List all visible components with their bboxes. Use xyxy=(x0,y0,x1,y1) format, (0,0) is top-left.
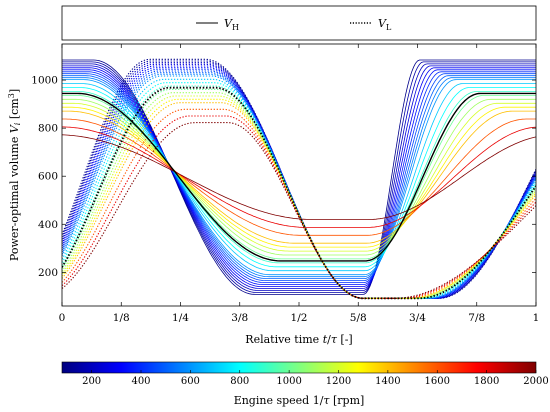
y-tick-label: 800 xyxy=(38,123,58,135)
vh-curve xyxy=(62,67,536,287)
vh-curve xyxy=(62,79,536,276)
x-tick-label: 1/8 xyxy=(113,312,130,324)
legend-entry-vl: VL xyxy=(378,17,392,32)
vh-curve xyxy=(62,118,536,236)
y-tick-label: 400 xyxy=(38,219,58,231)
colorbar-tick-label: 1400 xyxy=(375,376,400,387)
colorbar-tick-label: 2000 xyxy=(523,376,548,387)
legend-entry-vh: VH xyxy=(224,17,239,32)
vh-curve xyxy=(62,73,536,281)
vl-curve xyxy=(62,122,536,299)
vl-curve xyxy=(62,58,536,299)
x-tick-label: 1 xyxy=(533,312,540,324)
vh-curve xyxy=(62,87,536,268)
vl-highlight-curve xyxy=(62,86,536,300)
y-axis: 200 400 600 800 1000 xyxy=(31,75,536,279)
x-tick-label: 3/4 xyxy=(409,312,426,324)
colorbar-tick-label: 800 xyxy=(230,376,249,387)
vl-curve xyxy=(62,62,536,299)
vh-curve xyxy=(62,69,536,285)
vh-highlight-curve xyxy=(62,92,536,262)
vl-curve xyxy=(62,78,536,299)
x-tick-label: 7/8 xyxy=(468,312,485,324)
x-tick-label: 1/4 xyxy=(172,312,189,324)
vh-curve xyxy=(62,110,536,244)
vl-curve xyxy=(62,92,536,299)
colorbar-tick-label: 1000 xyxy=(276,376,301,387)
vh-curve xyxy=(62,126,536,228)
vl-curve xyxy=(62,67,536,299)
vh-curve xyxy=(62,102,536,252)
y-tick-label: 600 xyxy=(38,171,58,183)
curve-layer xyxy=(62,58,536,300)
vl-curve xyxy=(62,70,536,299)
colorbar-tick-label: 1600 xyxy=(425,376,450,387)
colorbar-tick-label: 400 xyxy=(131,376,150,387)
vh-curve xyxy=(62,106,536,248)
x-tick-label: 0 xyxy=(59,312,66,324)
colorbar-tick-label: 1200 xyxy=(326,376,351,387)
vh-curve xyxy=(62,95,536,260)
colorbar-label: Engine speed 1/τ [rpm] xyxy=(234,394,365,407)
vh-curve xyxy=(62,91,536,264)
vh-curve xyxy=(62,75,536,279)
y-tick-label: 1000 xyxy=(31,75,58,87)
x-tick-label: 5/8 xyxy=(350,312,367,324)
colorbar xyxy=(61,361,537,374)
legend: VH VL xyxy=(61,5,537,41)
vh-curve xyxy=(62,65,536,289)
vh-curve xyxy=(62,83,536,272)
vl-curve xyxy=(62,73,536,299)
colorbar-tick-label: 1800 xyxy=(474,376,499,387)
vh-curve xyxy=(62,61,536,293)
vh-curve xyxy=(62,77,536,278)
x-tick-label: 3/8 xyxy=(231,312,248,324)
x-axis-label: Relative time t/τ [-] xyxy=(245,333,352,346)
y-tick-label: 200 xyxy=(38,267,58,279)
x-axis: 0 1/8 1/4 3/8 1/2 5/8 3/4 7/8 1 xyxy=(59,44,540,324)
vh-curve xyxy=(62,98,536,256)
colorbar-tick-label: 200 xyxy=(82,376,101,387)
y-axis-label: Power-optimal volume Vi [cm3] xyxy=(7,89,22,261)
x-tick-label: 1/2 xyxy=(291,312,308,324)
vl-curve xyxy=(62,115,536,299)
legend-box xyxy=(61,5,537,41)
vh-curve xyxy=(62,134,536,220)
colorbar-axis: 200 400 600 800 1000 1200 1400 1600 1800 2000 xyxy=(82,370,549,387)
colorbar-tick-label: 600 xyxy=(181,376,200,387)
